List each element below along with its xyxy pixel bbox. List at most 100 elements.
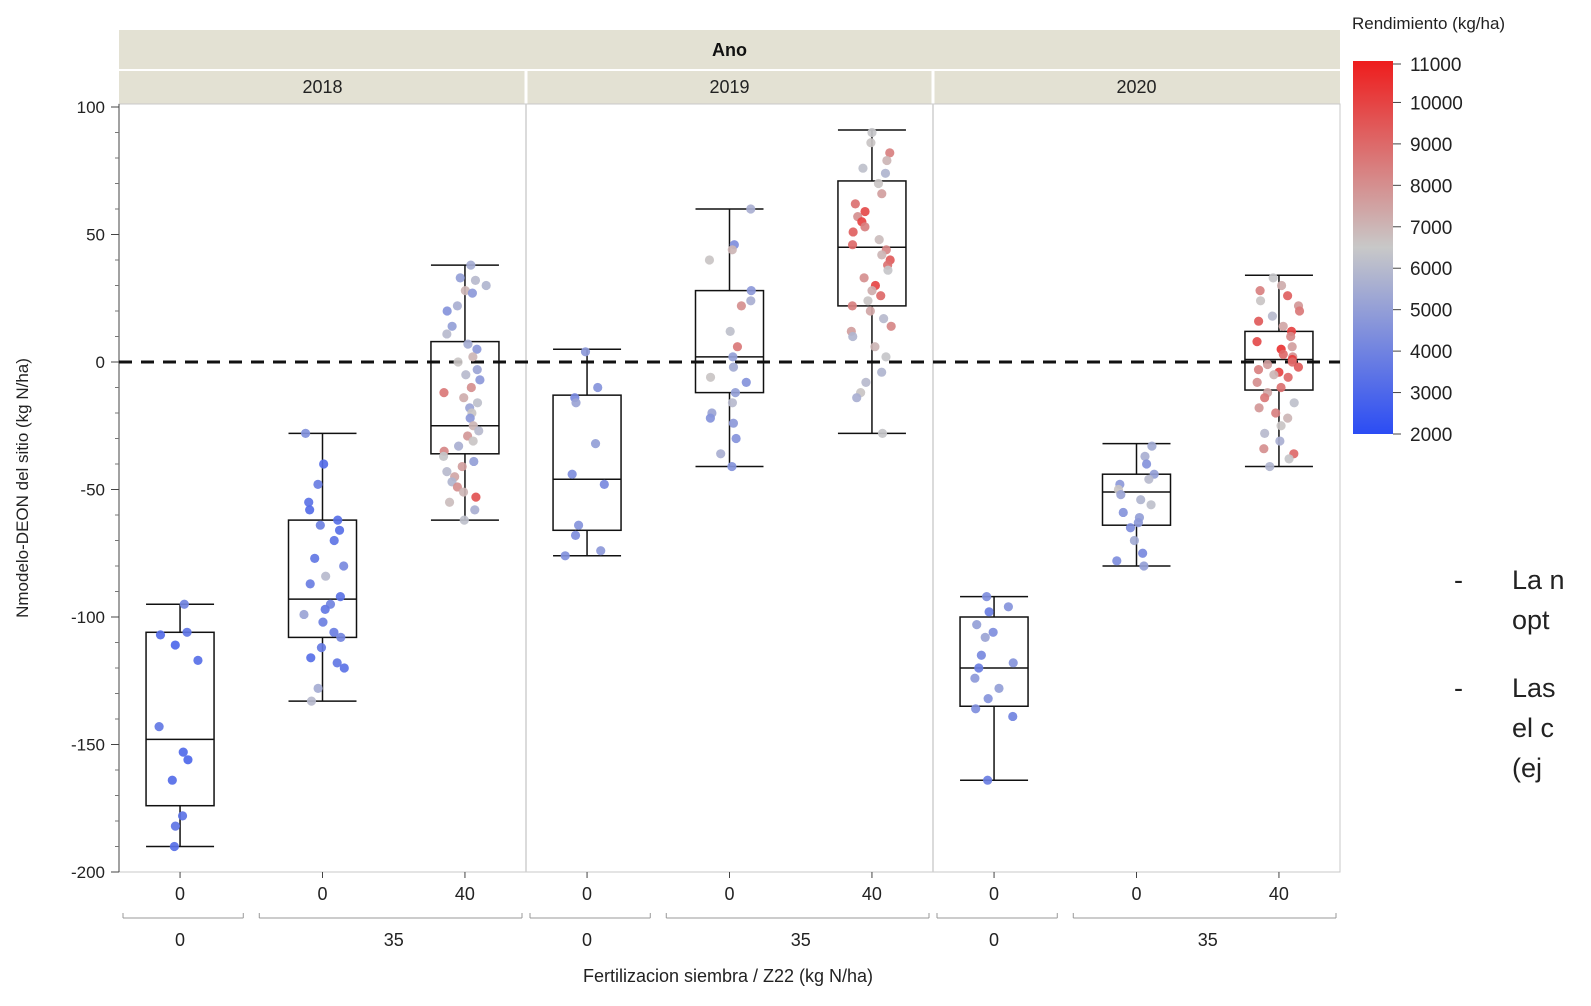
data-point [866,138,876,148]
colorbar-tick-label: 3000 [1410,384,1452,405]
box-iqr [552,394,622,532]
data-point [746,204,756,214]
data-point [730,388,741,398]
data-point [1260,428,1270,438]
data-point [170,821,181,831]
data-point [590,439,601,449]
data-point [1118,507,1128,518]
y-axis-title: Nmodelo-DEON del sitio (kg N/ha) [13,358,32,618]
data-point [177,811,188,821]
data-point [731,433,741,444]
data-point [859,273,869,283]
data-point [860,206,870,217]
data-point [705,372,716,382]
x-tick-label: 0 [724,884,734,904]
data-point [570,530,581,541]
data-point [980,632,990,643]
box-iqr [145,631,215,807]
data-point [1112,556,1122,566]
data-point [860,222,870,232]
y-tick-label: 0 [96,353,105,372]
panel-label-2020: 2020 [1116,77,1156,97]
data-point [457,461,467,472]
data-point [472,344,482,354]
data-point [474,426,484,436]
data-point [1269,370,1279,380]
panel-label-2019: 2019 [709,77,749,97]
data-point [728,352,738,362]
data-point [460,286,470,296]
data-point [179,599,189,609]
data-point [725,326,735,336]
data-point [1136,495,1146,505]
data-point [454,441,464,451]
y-tick-label: 100 [77,98,105,117]
data-point [1133,518,1143,528]
colorbar-tick-label: 6000 [1410,259,1452,280]
data-point [716,449,726,459]
data-point [304,497,314,507]
data-point [741,377,751,387]
data-point [873,178,884,189]
data-point [1260,393,1270,403]
data-point [971,704,981,714]
data-point [306,696,317,706]
data-point [468,436,478,446]
data-point [1254,316,1264,326]
data-point [736,301,746,311]
data-point [154,722,164,732]
data-point [732,342,743,352]
note-2: - Las el c (ej [1440,668,1591,788]
boxes-layer [145,129,1314,848]
data-point [852,393,862,403]
data-point [1147,441,1157,451]
y-tick-label: -150 [71,736,105,755]
data-point [1003,602,1013,612]
data-point [865,306,875,316]
data-point [459,393,469,403]
data-point [463,339,473,349]
data-point [321,571,331,581]
data-point [1276,382,1286,393]
data-point [310,553,320,563]
data-point [1271,408,1281,418]
data-point [1283,413,1293,423]
colorbar-tick-label: 7000 [1410,218,1452,239]
data-point [1252,337,1262,347]
data-point [746,296,756,306]
colorbar-tick-label: 8000 [1410,176,1452,197]
data-point [1275,436,1285,446]
panel-label-2018: 2018 [302,77,342,97]
data-point [1125,523,1136,533]
data-point [1283,291,1293,301]
data-point [972,620,982,630]
parent-category-label: 0 [175,930,185,950]
data-point [560,551,570,561]
y-tick-label: 50 [86,226,105,245]
colorbar-tick-label: 9000 [1410,135,1452,156]
data-point [982,592,992,602]
data-point [481,280,491,291]
data-point [467,288,477,298]
colorbar-tick-label: 2000 [1410,425,1452,446]
data-point [848,331,858,342]
data-point [468,352,478,362]
data-point [1294,306,1305,316]
data-point [315,520,325,530]
data-point [861,377,871,387]
data-point [599,479,609,489]
box-iqr [694,289,765,394]
data-point [471,492,481,502]
box-iqr [287,519,358,639]
data-point [461,370,471,380]
data-point [300,428,311,438]
note-1-dash: - [1454,565,1463,595]
data-point [329,627,339,637]
x-tick-label: 0 [1131,884,1141,904]
x-tick-label: 0 [317,884,327,904]
data-point [305,579,315,589]
data-point [567,469,577,479]
data-point [320,604,330,614]
x-axis-title: Fertilizacion siembra / Z22 (kg N/ha) [583,966,873,986]
